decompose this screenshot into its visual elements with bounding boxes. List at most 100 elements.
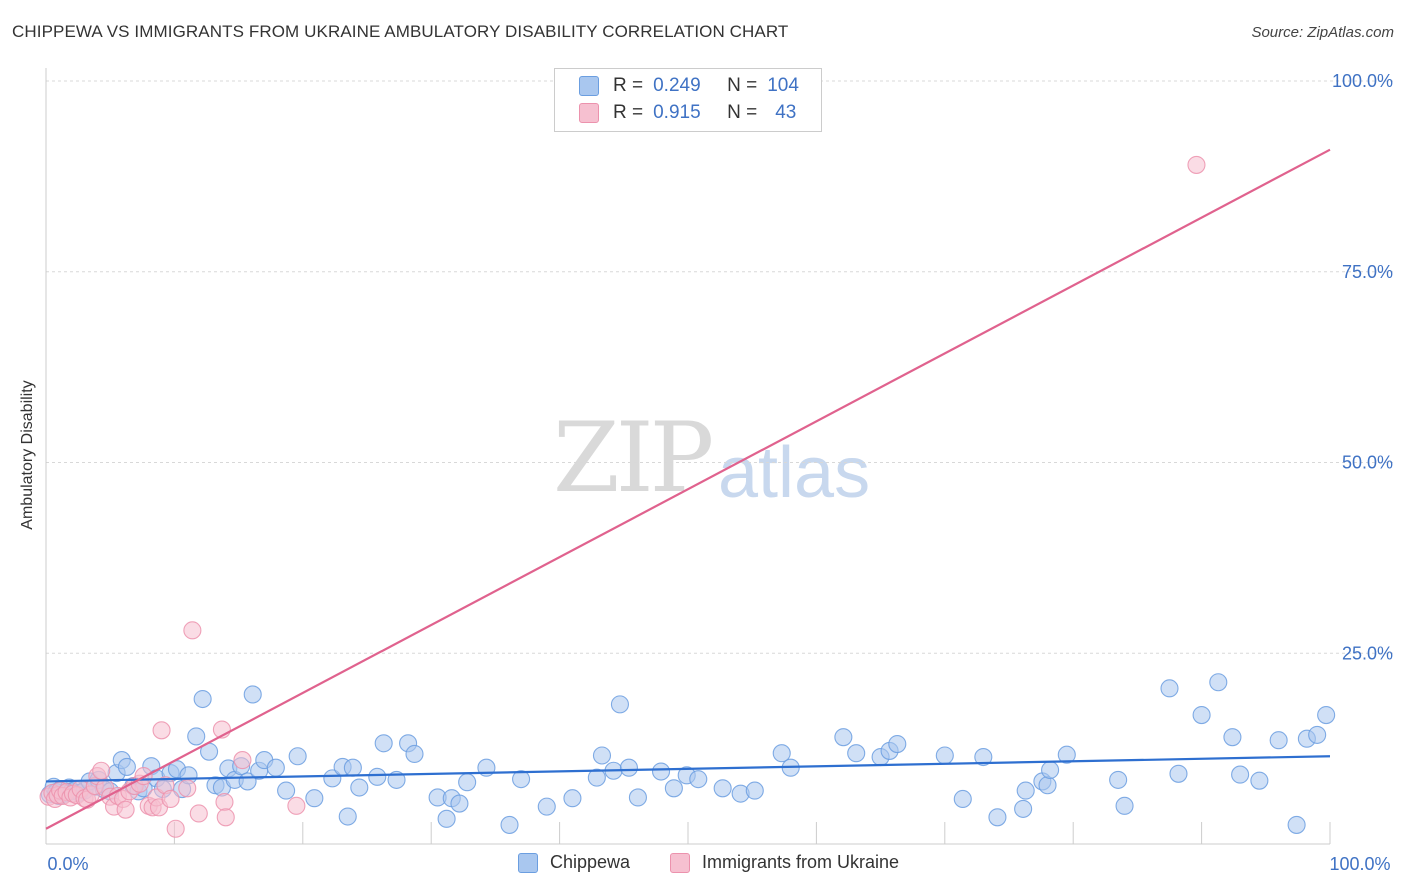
chippewa-point [374,734,393,753]
chippewa-point [563,789,582,808]
ukraine-point [287,796,306,815]
chippewa-point [305,789,324,808]
ukraine-point [152,721,171,740]
chippewa-point [450,794,469,813]
chippewa-point [437,809,456,828]
chippewa-point [1223,728,1242,747]
chippewa-point [537,797,556,816]
chippewa-trendline [45,755,1331,783]
chippewa-point [689,770,708,789]
chippewa-point [847,744,866,763]
bottom-legend-label-chippewa: Chippewa [550,852,631,872]
y-tick-label: 25.0% [1342,643,1393,663]
chippewa-point [1057,745,1076,764]
chippewa-point [1287,815,1306,834]
chippewa-point [405,744,424,764]
ukraine-trendline [45,148,1331,830]
watermark-atlas: atlas [718,433,871,513]
bottom-legend-swatch-ukraine [670,852,690,873]
legend-r-label: R = [613,102,644,123]
chippewa-point [343,758,362,777]
ukraine-point [116,800,135,819]
ukraine-point [189,804,208,823]
chippewa-point [1169,764,1188,783]
bottom-legend-chippewa: Chippewa [518,852,630,873]
legend-row-chippewa: R = 0.249 N = 104 [579,74,799,98]
chippewa-point [1250,771,1269,790]
chippewa-point [651,762,671,781]
chippewa-point [1115,796,1134,815]
chippewa-point [1308,725,1327,744]
chippewa-point [1109,770,1128,789]
chippewa-point [953,789,972,809]
chippewa-point [458,773,477,792]
chippewa-point [187,727,206,746]
chippewa-point [1038,776,1057,795]
chippewa-point [888,734,907,754]
chippewa-point [500,815,519,834]
x-tick-label: 100.0% [1329,854,1390,874]
legend-n-label: N = [727,75,758,96]
legend-n-value: 104 [767,75,799,96]
chippewa-point [1192,706,1211,725]
ukraine-point [178,779,197,798]
chippewa-point [772,744,791,763]
chippewa-point [619,758,638,777]
y-tick-label: 75.0% [1342,262,1393,282]
ukraine-point [233,751,252,770]
chippewa-point [368,767,387,786]
chippewa-point [592,746,612,765]
chippewa-point [834,728,853,747]
chart-title: CHIPPEWA VS IMMIGRANTS FROM UKRAINE AMBU… [12,22,789,41]
chippewa-point [277,781,296,800]
bottom-legend-label-ukraine: Immigrants from Ukraine [702,852,900,872]
chippewa-point [1016,781,1035,800]
y-tick-label: 50.0% [1342,453,1393,473]
legend-n-value: 43 [775,102,797,123]
chippewa-point [935,746,954,765]
chippewa-point [610,695,629,714]
chippewa-point [1209,673,1228,692]
chippewa-point [266,758,285,777]
bottom-legend-swatch-chippewa [518,852,538,873]
chippewa-point [323,769,342,788]
chippewa-point [745,781,764,800]
legend-swatch-chippewa [579,76,599,96]
legend-n-label: N = [727,102,758,123]
ukraine-point [216,808,235,827]
ukraine-point [92,761,111,780]
chippewa-point [1014,799,1033,818]
chippewa-point [1160,679,1179,698]
bottom-legend-ukraine: Immigrants from Ukraine [670,852,899,873]
chippewa-point [1231,765,1250,784]
chippewa-point [288,747,307,766]
chart-source: Source: ZipAtlas.com [1251,24,1394,41]
legend-r-value: 0.249 [653,75,701,96]
chippewa-point [243,685,262,704]
legend-row-ukraine: R = 0.915 N = 43 [579,101,796,125]
chippewa-point [117,757,136,776]
ukraine-point [166,819,185,838]
ukraine-point [183,621,202,640]
watermark-zip: ZIP [553,402,714,514]
chippewa-point [988,808,1007,827]
chippewa-point [1041,760,1060,780]
chippewa-point [1317,706,1336,725]
bottom-legend: Chippewa Immigrants from Ukraine [0,852,1406,876]
chippewa-point [338,807,357,826]
chippewa-point [974,747,993,767]
chippewa-point [1269,731,1288,750]
ukraine-point [1187,155,1206,174]
legend: R = 0.249 N = 104 R = 0.915 N = 43 [554,68,822,132]
chippewa-point [628,788,647,807]
legend-r-value: 0.915 [653,102,701,123]
chippewa-point [350,778,369,797]
y-tick-label: 100.0% [1332,71,1393,91]
chippewa-point [587,768,606,787]
x-tick-label: 0.0% [47,854,88,874]
chippewa-point [713,779,732,798]
ukraine-point [161,789,180,809]
chippewa-point [664,779,683,798]
legend-r-label: R = [613,75,644,96]
